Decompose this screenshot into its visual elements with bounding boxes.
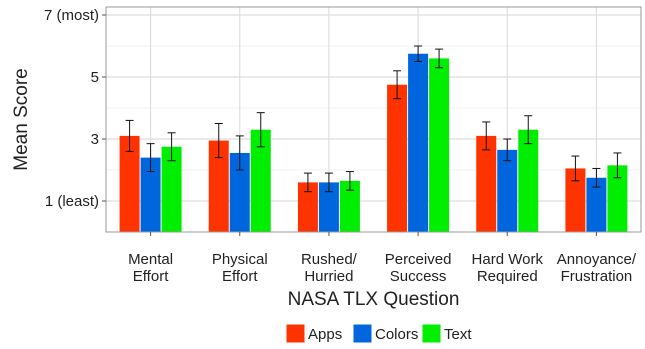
x-tick-label: Effort [222, 268, 258, 285]
x-tick-label: Success [390, 268, 447, 285]
bar-colors [229, 152, 250, 232]
legend-label-colors: Colors [375, 326, 418, 343]
y-tick-label: 3 [91, 131, 99, 148]
x-tick-label: Frustration [561, 268, 633, 285]
bar-colors [318, 182, 339, 232]
x-tick-label: Hurried [304, 268, 353, 285]
bar-apps [387, 84, 408, 232]
bar-apps [297, 182, 318, 232]
y-tick-label: 1 (least) [45, 193, 99, 210]
y-tick-label: 5 [91, 69, 99, 86]
bar-colors [586, 177, 607, 232]
legend-swatch-apps [285, 323, 306, 344]
legend-label-apps: Apps [308, 326, 342, 343]
y-tick-label: 7 (most) [44, 7, 99, 24]
legend-swatch-text [421, 323, 442, 344]
bar-apps [565, 168, 586, 232]
bar-text [429, 58, 450, 233]
x-tick-label: Physical [212, 251, 268, 268]
bar-text [161, 146, 182, 232]
x-tick-label: Required [477, 268, 538, 285]
bar-apps [208, 140, 229, 232]
bar-text [250, 129, 271, 232]
bar-text [607, 165, 628, 232]
y-axis-title: Mean Score [11, 68, 32, 170]
x-axis-title: NASA TLX Question [288, 289, 460, 310]
bar-colors [408, 53, 429, 232]
bar-colors [497, 149, 518, 232]
bar-apps [119, 135, 140, 232]
x-tick-label: Effort [133, 268, 169, 285]
x-tick-label: Hard Work [472, 251, 544, 268]
x-tick-label: Perceived [385, 251, 452, 268]
plot-panel [106, 7, 641, 232]
bar-colors [140, 157, 161, 232]
legend-label-text: Text [444, 326, 472, 343]
bar-apps [476, 135, 497, 232]
bar-text [339, 180, 360, 232]
plot-border [105, 6, 642, 233]
x-tick-label: Annoyance/ [557, 251, 637, 268]
bar-text [518, 129, 539, 232]
x-tick-label: Mental [128, 251, 173, 268]
legend-swatch-colors [352, 323, 373, 344]
x-tick-label: Rushed/ [301, 251, 358, 268]
